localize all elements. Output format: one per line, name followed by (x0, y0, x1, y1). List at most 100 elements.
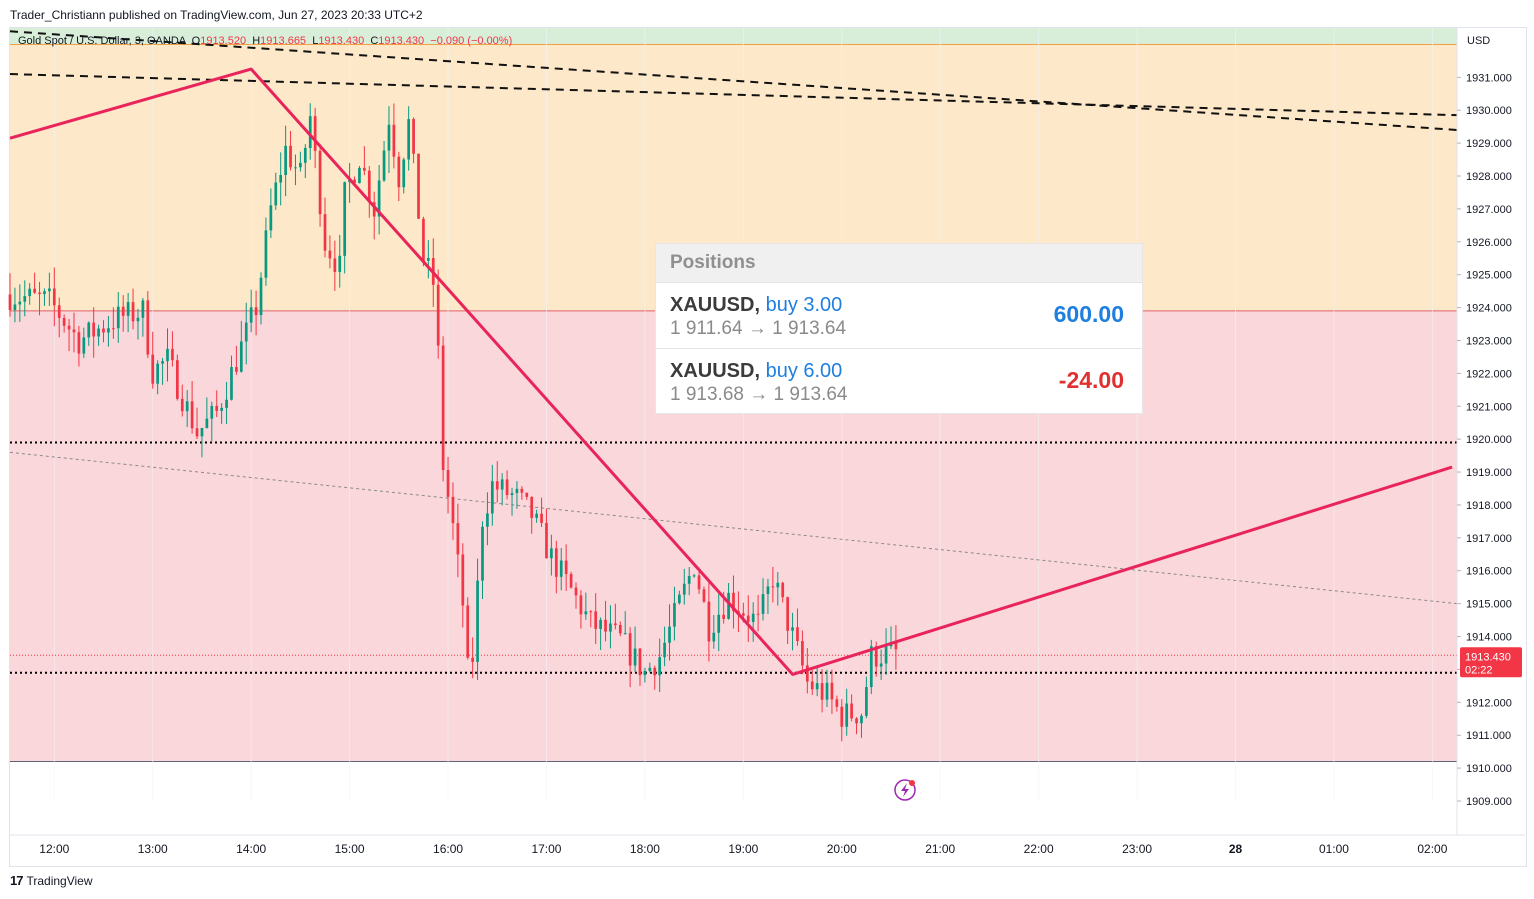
candle-body[interactable] (810, 681, 814, 690)
candle-body[interactable] (751, 613, 755, 622)
candle-body[interactable] (333, 258, 337, 272)
candle-body[interactable] (166, 348, 169, 362)
candle-body[interactable] (884, 646, 888, 664)
candle-body[interactable] (171, 348, 174, 361)
candle-body[interactable] (525, 492, 529, 497)
candle-body[interactable] (648, 667, 652, 671)
candle-body[interactable] (874, 646, 878, 667)
candle-body[interactable] (8, 294, 12, 310)
candle-body[interactable] (161, 361, 164, 364)
candle-body[interactable] (530, 496, 534, 518)
candle-body[interactable] (254, 307, 258, 316)
candle-body[interactable] (796, 627, 799, 642)
candle-body[interactable] (210, 405, 214, 419)
candle-body[interactable] (367, 170, 371, 203)
candle-body[interactable] (707, 601, 711, 642)
candle-body[interactable] (500, 479, 504, 490)
candle-body[interactable] (451, 496, 455, 524)
candle-body[interactable] (151, 354, 155, 384)
candle-body[interactable] (505, 479, 509, 496)
candle-body[interactable] (402, 159, 406, 188)
candle-body[interactable] (441, 345, 445, 470)
candle-body[interactable] (466, 605, 470, 658)
dashed-trendline[interactable] (9, 73, 1458, 117)
candle-body[interactable] (338, 255, 342, 272)
candle-body[interactable] (589, 611, 593, 613)
candle-body[interactable] (697, 575, 701, 590)
candle-body[interactable] (574, 587, 578, 596)
candle-body[interactable] (116, 306, 120, 329)
candle-body[interactable] (594, 611, 598, 629)
candle-body[interactable] (628, 633, 632, 666)
candle-body[interactable] (33, 288, 36, 293)
candle-body[interactable] (343, 182, 347, 256)
candle-body[interactable] (412, 119, 415, 154)
candle-body[interactable] (284, 145, 287, 176)
candle-body[interactable] (318, 150, 322, 215)
candle-body[interactable] (609, 623, 612, 632)
candle-body[interactable] (13, 304, 17, 310)
candle-body[interactable] (190, 401, 194, 429)
thin-trendline[interactable] (9, 451, 1458, 605)
candle-body[interactable] (72, 329, 76, 333)
candle-body[interactable] (102, 328, 105, 333)
candle-body[interactable] (653, 667, 657, 676)
candle-body[interactable] (545, 522, 548, 559)
candle-body[interactable] (746, 615, 750, 622)
pink-trendline[interactable] (9, 67, 1453, 676)
candle-body[interactable] (717, 614, 721, 633)
candle-body[interactable] (264, 230, 268, 278)
event-lightning-icon[interactable] (894, 779, 916, 801)
candle-body[interactable] (180, 398, 184, 412)
candle-body[interactable] (323, 214, 327, 251)
candle-body[interactable] (289, 145, 292, 168)
candle-body[interactable] (244, 322, 248, 342)
candle-body[interactable] (638, 648, 642, 676)
candle-body[interactable] (554, 548, 558, 577)
candle-body[interactable] (239, 341, 243, 372)
candle-body[interactable] (786, 597, 789, 631)
candle-body[interactable] (131, 302, 135, 322)
candle-body[interactable] (614, 623, 617, 626)
candle-body[interactable] (175, 360, 179, 399)
candle-body[interactable] (308, 116, 312, 148)
candle-body[interactable] (353, 179, 356, 184)
candle-body[interactable] (476, 580, 479, 662)
candle-body[interactable] (107, 328, 110, 333)
candle-body[interactable] (82, 337, 86, 354)
candle-body[interactable] (865, 687, 868, 716)
candle-body[interactable] (815, 683, 819, 690)
candle-body[interactable] (535, 513, 538, 518)
candle-body[interactable] (741, 613, 745, 616)
candle-body[interactable] (18, 301, 22, 305)
candle-body[interactable] (235, 367, 238, 372)
candle-body[interactable] (702, 589, 706, 602)
candle-body[interactable] (618, 625, 622, 634)
candle-body[interactable] (48, 288, 51, 292)
candle-body[interactable] (87, 322, 91, 338)
candle-body[interactable] (515, 488, 519, 494)
candle-body[interactable] (481, 526, 484, 581)
candle-body[interactable] (269, 205, 273, 231)
candle-body[interactable] (136, 317, 140, 322)
footer-brand[interactable]: 17 TradingView (10, 873, 93, 888)
candle-body[interactable] (663, 642, 666, 658)
candle-body[interactable] (869, 646, 873, 688)
candle-body[interactable] (584, 611, 588, 615)
candle-body[interactable] (805, 665, 809, 682)
candle-body[interactable] (328, 250, 332, 259)
candle-body[interactable] (57, 305, 61, 318)
candle-body[interactable] (38, 292, 41, 295)
candle-body[interactable] (486, 513, 489, 527)
candle-body[interactable] (550, 548, 553, 559)
candle-body[interactable] (28, 288, 32, 297)
candle-body[interactable] (781, 582, 785, 598)
candle-body[interactable] (756, 613, 760, 615)
candle-body[interactable] (727, 592, 730, 619)
candle-body[interactable] (658, 657, 662, 676)
candle-body[interactable] (643, 670, 647, 676)
candle-body[interactable] (377, 180, 381, 217)
candle-body[interactable] (604, 619, 607, 632)
candle-body[interactable] (687, 575, 691, 584)
